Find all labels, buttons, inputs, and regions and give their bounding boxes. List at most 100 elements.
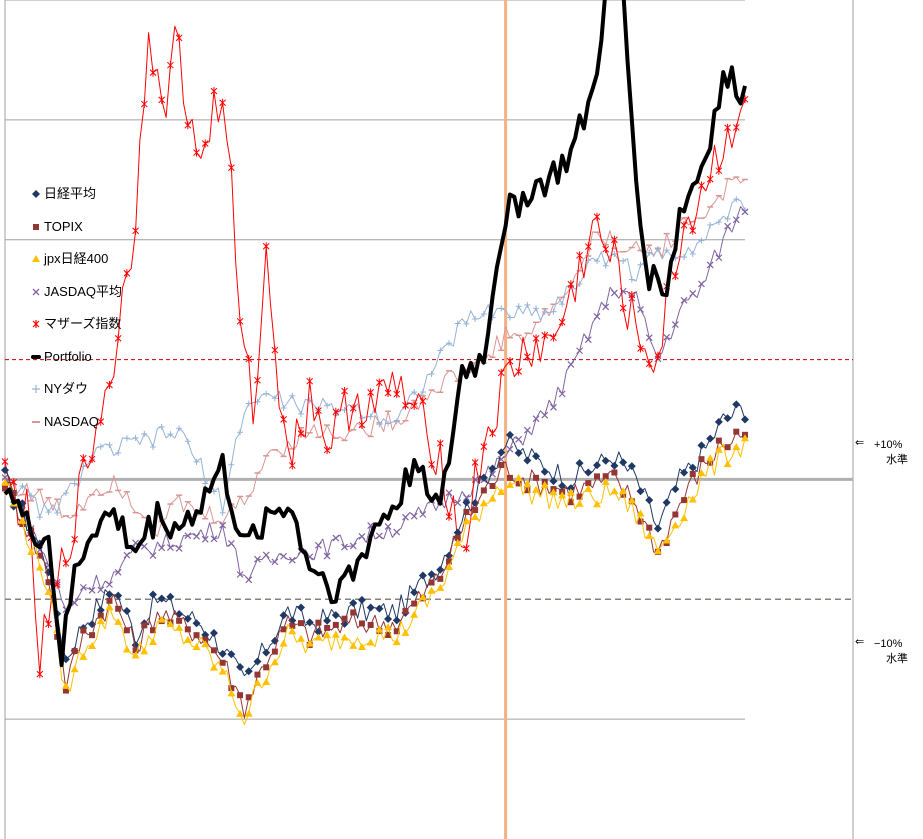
data-point: [340, 633, 349, 641]
data-point: [437, 575, 444, 582]
data-point: [123, 269, 131, 278]
legend-label: TOPIX: [44, 218, 83, 234]
data-point: [253, 678, 262, 686]
data-point: [114, 591, 123, 600]
data-point: [219, 521, 227, 529]
data-point: [524, 487, 531, 494]
data-point: [10, 478, 18, 487]
data-point: [306, 377, 314, 386]
data-point: [236, 709, 245, 717]
data-point: [645, 334, 653, 342]
data-point: [114, 334, 122, 343]
data-point: [96, 617, 105, 625]
data-point: [123, 435, 130, 442]
data-point: [619, 458, 628, 467]
data-point: [158, 95, 166, 104]
data-point: [106, 597, 113, 604]
data-point: [532, 334, 540, 343]
data-point: [549, 477, 558, 486]
data-point: [584, 484, 593, 492]
data-point: [402, 607, 409, 614]
data-point: [723, 414, 732, 423]
data-point: [646, 524, 653, 531]
data-point: [453, 539, 462, 547]
data-point: [79, 652, 88, 660]
data-point: [245, 400, 252, 407]
data-point: [62, 559, 70, 568]
data-point: [689, 226, 697, 235]
data-point: [376, 421, 383, 428]
data-point: [263, 664, 270, 671]
data-point: [193, 148, 200, 157]
legend-marker-icon: [32, 385, 40, 394]
data-point: [654, 351, 662, 360]
data-point: [288, 556, 296, 564]
data-point: [707, 221, 714, 228]
data-point: [559, 301, 566, 308]
data-point: [114, 568, 122, 576]
legend-label: マザーズ指数: [44, 316, 122, 332]
series-line: [3, 0, 747, 668]
data-point: [706, 454, 715, 462]
data-point: [270, 658, 279, 666]
data-point: [114, 617, 123, 625]
data-point: [280, 404, 287, 411]
data-point: [219, 659, 226, 666]
data-point: [131, 651, 140, 659]
reference-lines: [5, 0, 853, 839]
data-point: [428, 370, 435, 377]
data-point: [315, 406, 322, 415]
data-point: [367, 413, 374, 420]
legend-marker-icon: [32, 255, 40, 263]
data-point: [706, 175, 714, 184]
data-point: [627, 496, 636, 504]
data-point: [549, 488, 558, 496]
data-point: [349, 598, 358, 607]
data-point: [697, 441, 706, 450]
data-point: [166, 620, 175, 628]
data-point: [245, 355, 253, 364]
data-point: [576, 347, 584, 355]
data-point: [689, 290, 697, 297]
data-point: [594, 473, 600, 480]
data-point: [637, 261, 644, 268]
data-point: [331, 611, 340, 620]
series-layer: [1, 0, 749, 725]
legend-marker-icon: [33, 223, 39, 230]
data-point: [323, 616, 332, 625]
data-point: [724, 222, 732, 230]
data-point: [298, 410, 304, 417]
data-point: [45, 579, 52, 586]
data-point: [558, 491, 567, 499]
data-point: [437, 347, 444, 354]
data-point: [209, 629, 218, 638]
legend-item: NASDAQ: [30, 406, 160, 439]
data-point: [158, 544, 166, 552]
data-point: [602, 262, 609, 269]
data-point: [35, 563, 44, 571]
minus-level-value: −10%: [874, 638, 903, 650]
data-point: [236, 317, 244, 326]
data-point: [358, 414, 365, 421]
data-point: [463, 544, 470, 553]
data-point: [697, 468, 706, 476]
data-point: [183, 614, 192, 623]
data-point: [636, 509, 645, 517]
data-point: [698, 280, 705, 288]
legend-marker-icon: [32, 288, 40, 296]
data-point: [489, 482, 496, 489]
data-point: [28, 492, 35, 499]
data-point: [446, 340, 452, 347]
legend-item: 日経平均: [30, 178, 160, 211]
data-point: [645, 496, 654, 505]
data-point: [314, 633, 323, 641]
data-point: [593, 312, 601, 320]
data-point: [19, 482, 26, 489]
minus-level-arrow: ⇐: [855, 636, 865, 648]
data-point: [715, 166, 723, 175]
data-point: [289, 622, 296, 629]
data-point: [96, 606, 105, 615]
data-point: [254, 376, 261, 385]
plus-level-value: +10%: [874, 439, 903, 451]
data-point: [97, 417, 105, 426]
